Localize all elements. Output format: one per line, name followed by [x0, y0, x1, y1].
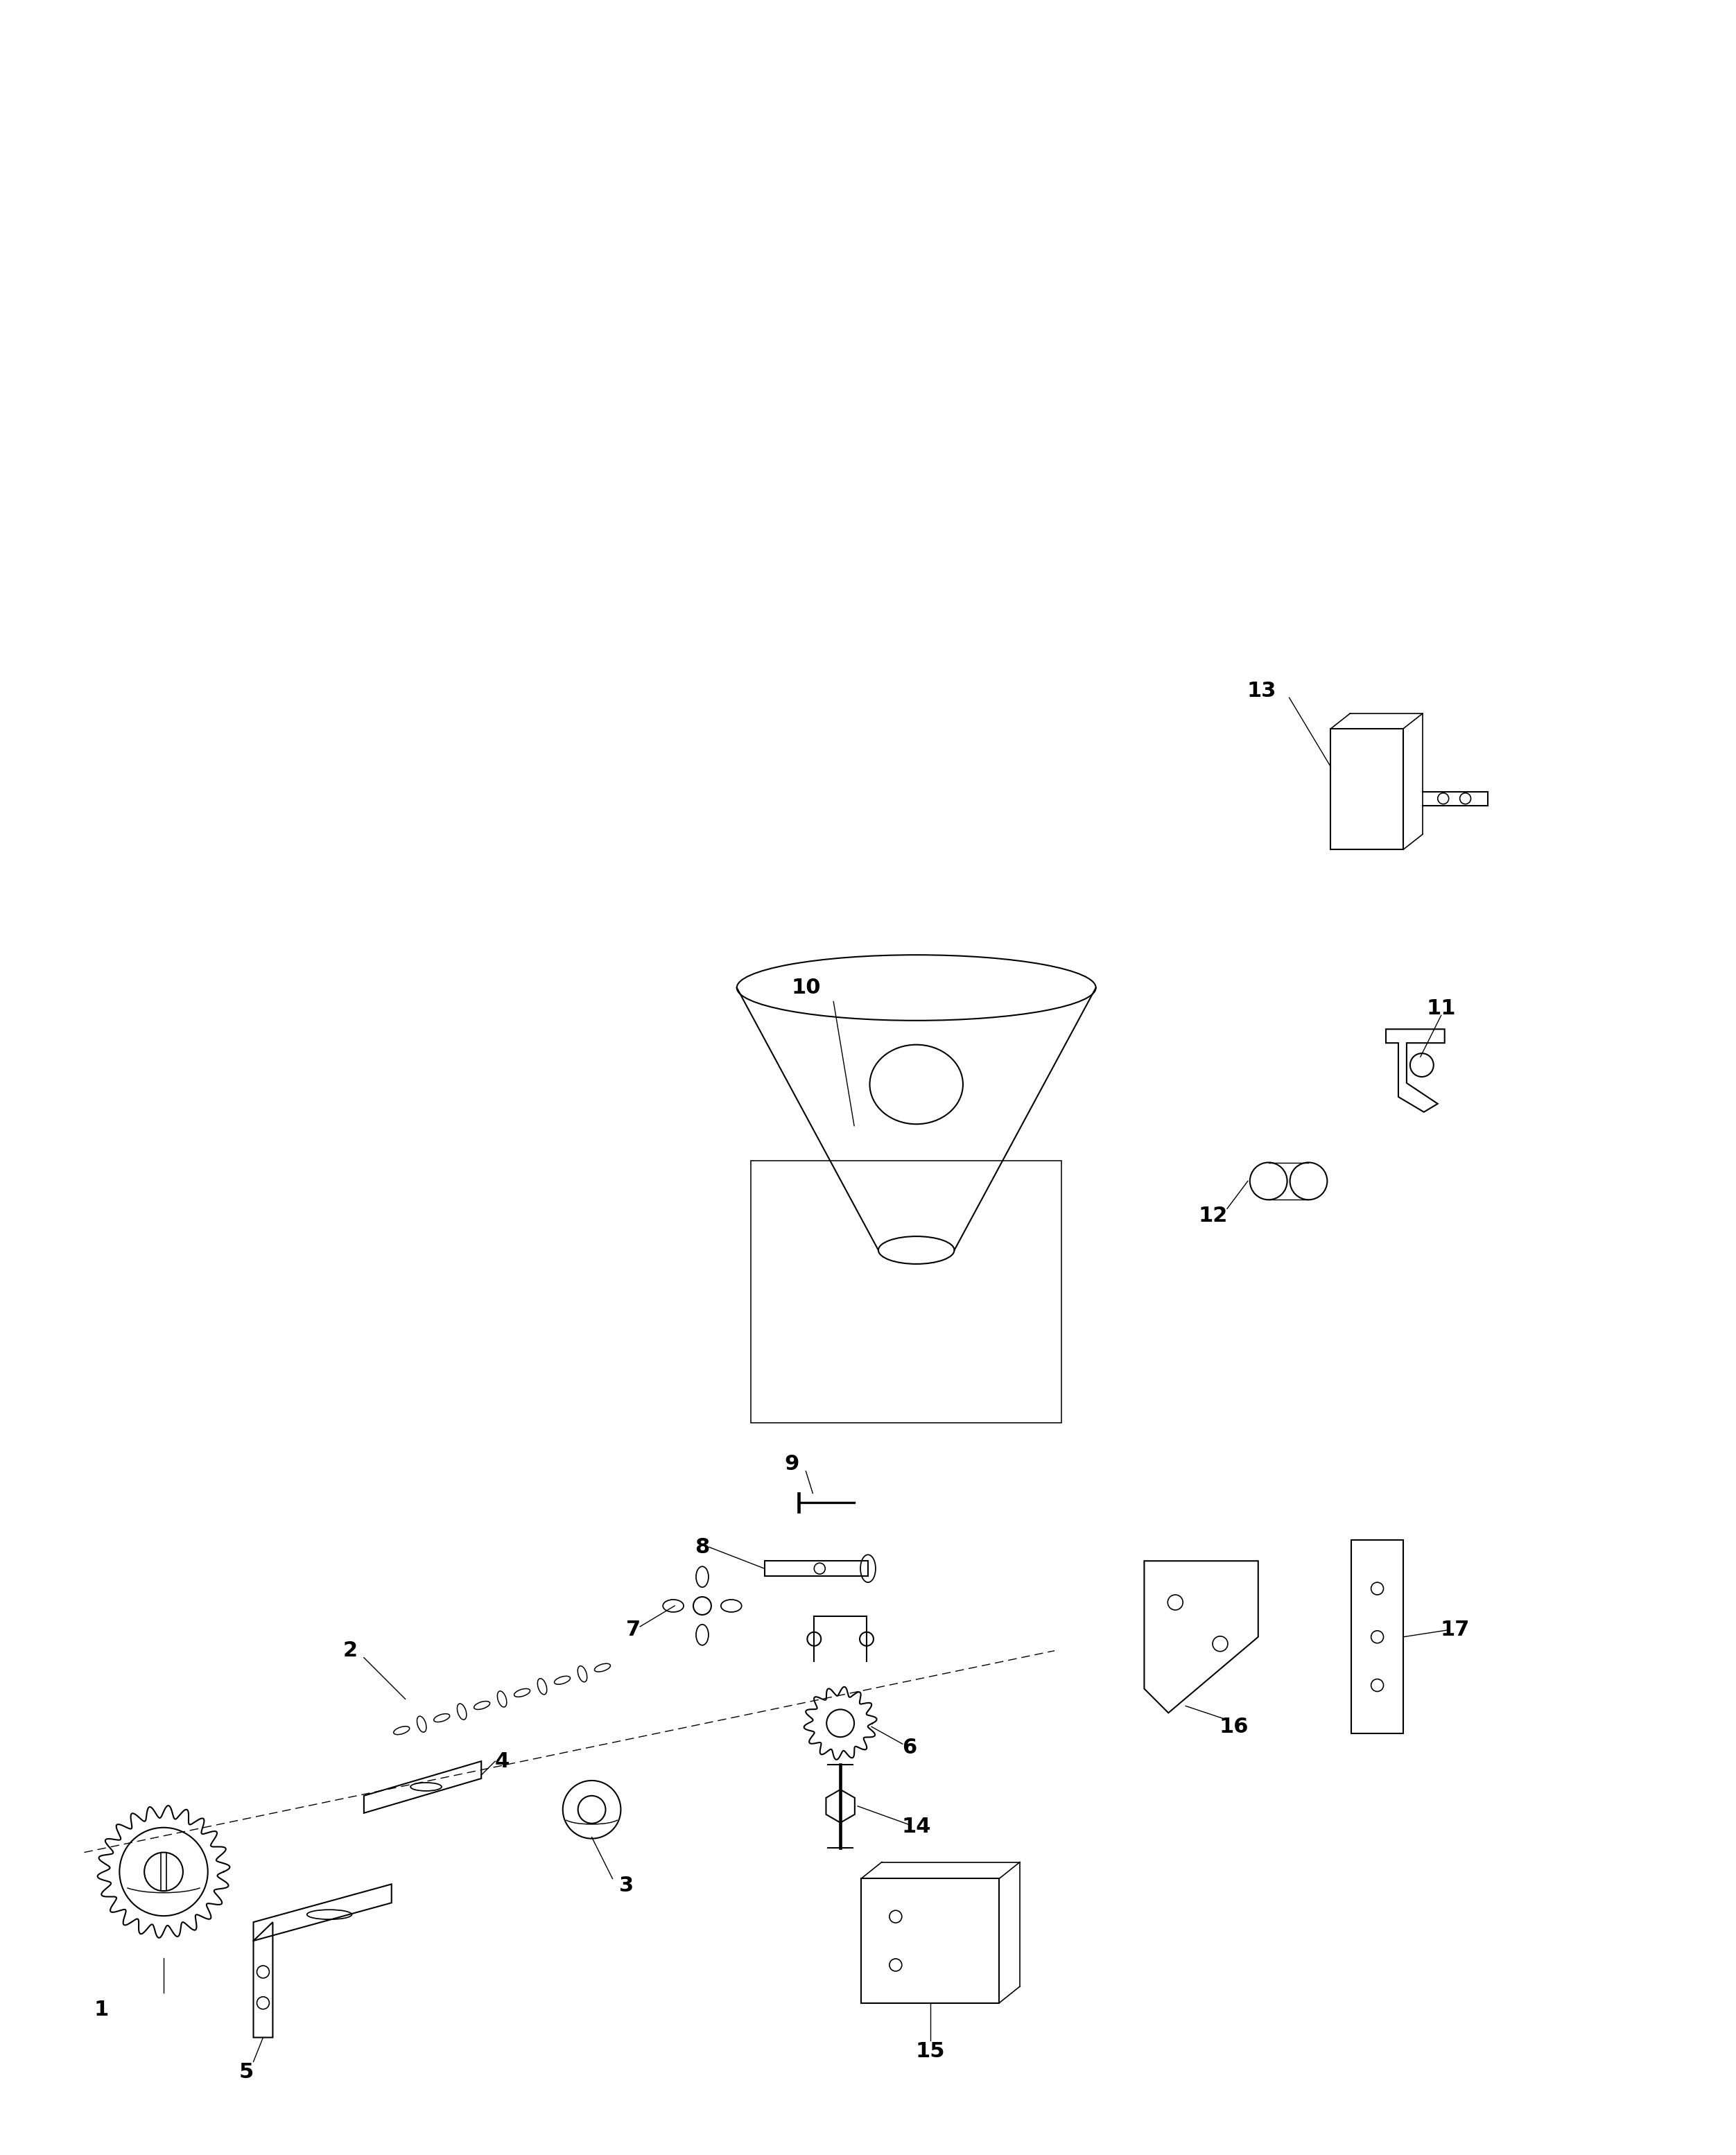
Text: 1: 1 [94, 2000, 109, 2019]
Text: 3: 3 [620, 1875, 634, 1896]
Text: 11: 11 [1427, 998, 1457, 1019]
Text: 6: 6 [903, 1737, 917, 1758]
Text: 10: 10 [792, 978, 821, 998]
Text: 8: 8 [694, 1537, 710, 1558]
Text: 17: 17 [1441, 1621, 1470, 1640]
Bar [1332, 728, 1403, 849]
Text: 16: 16 [1219, 1718, 1248, 1737]
Text: 4: 4 [495, 1752, 509, 1771]
Text: 7: 7 [627, 1621, 641, 1640]
Bar [1351, 1541, 1403, 1733]
Text: 2: 2 [342, 1640, 358, 1662]
Text: 14: 14 [901, 1817, 930, 1836]
Text: 9: 9 [785, 1455, 800, 1474]
Bar [861, 1879, 1000, 2002]
Text: 15: 15 [915, 2041, 944, 2062]
Text: 13: 13 [1246, 681, 1276, 700]
Bar [750, 1159, 1061, 1422]
Text: 12: 12 [1198, 1205, 1227, 1226]
Text: 5: 5 [240, 2062, 253, 2082]
